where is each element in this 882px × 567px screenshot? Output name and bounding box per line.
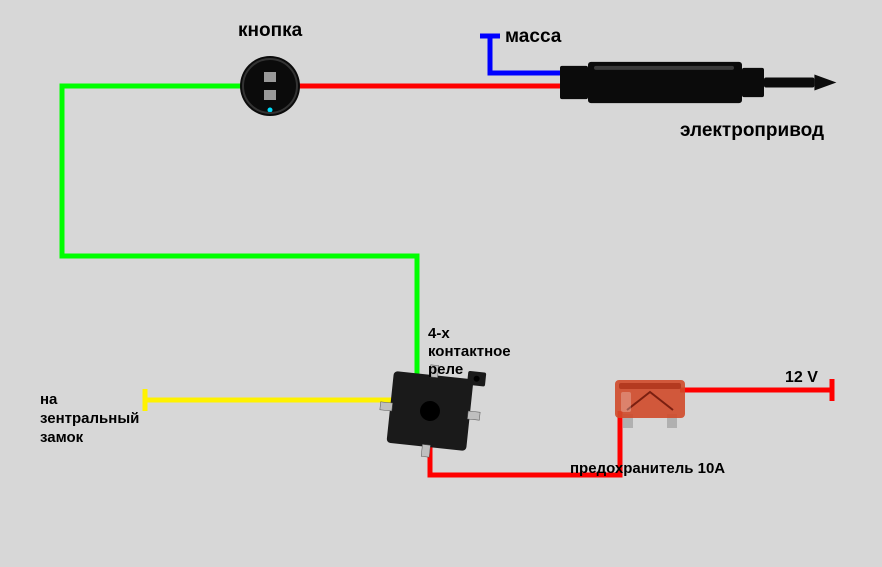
label-fuse: предохранитель 10А (570, 460, 725, 477)
label-relay: 4-х контактное реле (428, 325, 511, 379)
label-to-cz-3: замок (40, 429, 83, 446)
label-12v: 12 V (785, 369, 818, 387)
button-component (240, 56, 300, 116)
wire-green_main (62, 86, 417, 388)
actuator-component (560, 62, 836, 103)
label-mass: масса (505, 26, 561, 48)
label-to-cz-1: на (40, 391, 57, 408)
label-to-cz-2: зентральный (40, 410, 139, 427)
wiring-diagram (0, 0, 882, 567)
fuse-component (615, 380, 685, 428)
label-button: кнопка (238, 20, 302, 42)
label-actuator: электропривод (680, 120, 824, 142)
